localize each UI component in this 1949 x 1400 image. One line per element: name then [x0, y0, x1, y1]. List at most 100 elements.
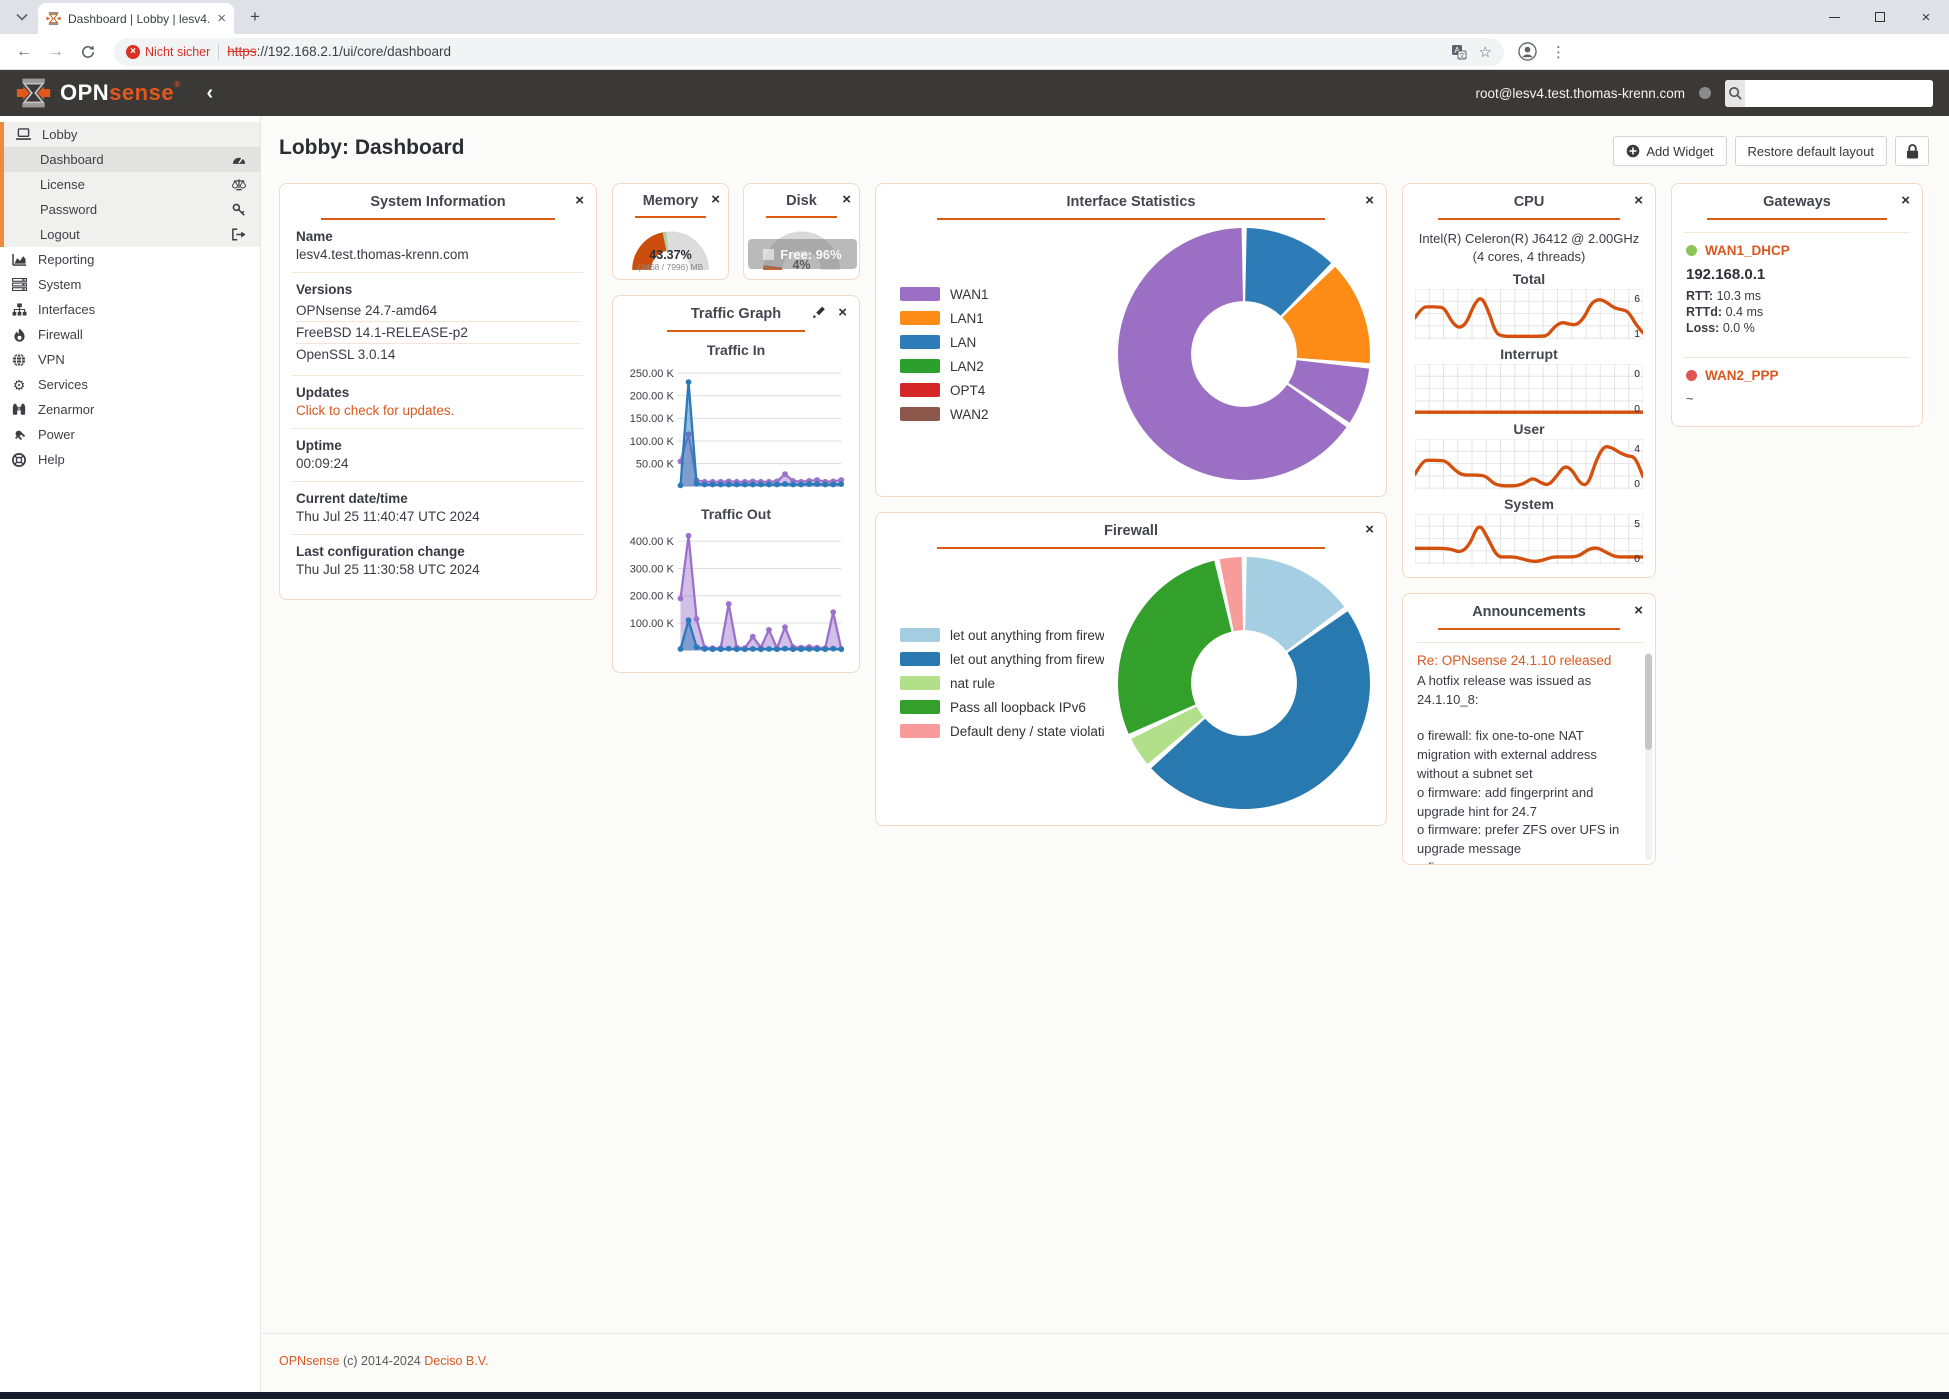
traffic-in-chart: 250.00 K 200.00 K 150.00 K 100.00 K 50.00 K [625, 360, 847, 496]
close-icon[interactable]: × [711, 191, 720, 208]
svg-text:文: 文 [1458, 50, 1465, 59]
widget-memory: Memory × 43.37% (3468 / 7996) MB [612, 183, 729, 281]
browser-addressbar: ← → × Nicht sicher https://192.168.2.1/u… [0, 34, 1949, 70]
sidebar-item-dashboard[interactable]: Dashboard [4, 147, 260, 172]
sidebar-item-vpn[interactable]: VPN [0, 347, 260, 372]
announcement-text: A hotfix release was issued as 24.1.10_8… [1417, 673, 1592, 708]
sidebar-item-power[interactable]: Power [0, 422, 260, 447]
restore-layout-button[interactable]: Restore default layout [1734, 136, 1887, 166]
sidebar-item-interfaces[interactable]: Interfaces [0, 297, 260, 322]
legend-item: WAN2 [900, 407, 1104, 422]
sign-out-icon [232, 228, 246, 241]
close-icon[interactable]: × [1365, 192, 1374, 209]
widget-title: Firewall [1104, 523, 1158, 539]
disk-free-tooltip: Free: 96% [748, 239, 857, 269]
lock-icon [1906, 143, 1918, 158]
sidebar-item-system[interactable]: System [0, 272, 260, 297]
profile-avatar-icon[interactable] [1518, 42, 1537, 61]
svg-text:A: A [1454, 46, 1460, 55]
server-stack-icon [10, 278, 28, 291]
browser-menu-icon[interactable]: ⋮ [1551, 43, 1566, 61]
scrollbar-thumb[interactable] [1645, 654, 1652, 751]
sysinfo-row-name: Name lesv4.test.thomas-krenn.com [292, 220, 584, 273]
area-chart-icon [10, 253, 28, 266]
svg-text:4: 4 [1634, 444, 1640, 455]
sidebar-item-help[interactable]: Help [0, 447, 260, 472]
browser-tab[interactable]: Dashboard | Lobby | lesv4.test.t × [38, 3, 234, 34]
sidebar-item-label: License [40, 177, 85, 192]
sidebar-item-services[interactable]: ⚙ Services [0, 372, 260, 397]
search-input[interactable] [1745, 79, 1933, 107]
url-bar[interactable]: × Nicht sicher https://192.168.2.1/ui/co… [114, 37, 1504, 66]
new-tab-button[interactable]: + [250, 7, 260, 26]
add-widget-button[interactable]: Add Widget [1613, 136, 1727, 166]
memory-detail: (3468 / 7996) MB [637, 262, 704, 273]
sidebar-item-reporting[interactable]: Reporting [0, 247, 260, 272]
tab-close-icon[interactable]: × [217, 10, 226, 27]
widget-cpu: CPU × Intel(R) Celeron(R) J6412 @ 2.00GH… [1402, 183, 1656, 579]
sidebar-item-label: System [38, 277, 82, 292]
legend-item: LAN [900, 335, 1104, 350]
back-button[interactable]: ← [16, 42, 32, 60]
announcement-link[interactable]: Re: OPNsense 24.1.10 released [1417, 653, 1612, 669]
not-secure-badge[interactable]: × Nicht sicher [126, 44, 210, 59]
scrollbar-track[interactable] [1645, 652, 1652, 861]
footer-deciso-link[interactable]: Deciso B.V. [424, 1354, 489, 1368]
legend-item: nat rule [900, 676, 1104, 691]
sidebar-item-label: Interfaces [38, 302, 96, 317]
legend-swatch [900, 359, 940, 373]
close-icon[interactable]: × [842, 191, 851, 208]
gateway-up-dot [1686, 245, 1697, 256]
lock-layout-button[interactable] [1895, 136, 1929, 166]
sidebar-item-zenarmor[interactable]: Zenarmor [0, 397, 260, 422]
fire-icon [10, 328, 28, 342]
globe-icon [10, 352, 28, 367]
check-updates-link[interactable]: Click to check for updates. [296, 403, 455, 418]
global-search[interactable] [1725, 79, 1933, 107]
widget-title: System Information [370, 194, 506, 210]
close-icon[interactable]: × [575, 192, 584, 209]
legend-swatch [900, 700, 940, 714]
widget-firewall: Firewall × let out anything from firewal… [875, 512, 1387, 826]
close-icon[interactable]: × [1634, 602, 1643, 620]
widget-gateways: Gateways × WAN1_DHCP 192.168.0.1 RTT: 10… [1671, 183, 1923, 427]
sidebar-item-label: Dashboard [40, 152, 104, 167]
sidebar-item-password[interactable]: Password [4, 197, 260, 222]
tab-title: Dashboard | Lobby | lesv4.test.t [68, 11, 211, 26]
close-icon[interactable]: × [1365, 521, 1374, 538]
life-ring-icon [10, 452, 28, 467]
widget-interface-statistics: Interface Statistics × WAN1 LAN1 LAN LAN… [875, 183, 1387, 497]
edit-pencil-icon[interactable] [812, 306, 825, 319]
legend-item: let out anything from firewall host its [900, 628, 1104, 643]
close-icon[interactable]: × [1634, 192, 1643, 209]
svg-text:150.00 K: 150.00 K [630, 413, 675, 425]
svg-text:200.00 K: 200.00 K [630, 391, 675, 403]
url-text: https://192.168.2.1/ui/core/dashboard [227, 44, 1442, 59]
close-icon[interactable]: × [1901, 192, 1910, 209]
scales-icon [232, 178, 246, 191]
footer-opnsense-link[interactable]: OPNsense [279, 1354, 340, 1368]
sidebar-item-label: Password [40, 202, 98, 217]
window-minimize-button[interactable] [1811, 0, 1857, 34]
sidebar-item-label: VPN [38, 352, 65, 367]
bookmark-star-icon[interactable]: ☆ [1478, 43, 1492, 61]
opnsense-logo[interactable]: OPNsense® [16, 77, 180, 109]
sidebar-item-lobby[interactable]: Lobby [4, 122, 260, 147]
app-header: OPNsense® ‹ root@lesv4.test.thomas-krenn… [0, 70, 1949, 116]
interface-donut-chart [1118, 228, 1370, 480]
close-icon[interactable]: × [838, 304, 847, 322]
widget-traffic-graph: Traffic Graph × Traffic In 250.00 K 200.0… [612, 295, 860, 673]
sidebar-item-firewall[interactable]: Firewall [0, 322, 260, 347]
window-close-button[interactable]: × [1921, 8, 1931, 26]
window-maximize-button[interactable] [1857, 0, 1903, 34]
reload-button[interactable] [74, 38, 102, 66]
tab-search-chevron-icon[interactable] [8, 3, 36, 31]
sidebar-item-logout[interactable]: Logout [4, 222, 260, 247]
widget-title: Disk [786, 193, 817, 209]
forward-button[interactable]: → [48, 42, 64, 60]
sidebar-collapse-icon[interactable]: ‹ [206, 81, 214, 104]
sidebar-item-label: Lobby [42, 127, 78, 142]
sidebar-item-license[interactable]: License [4, 172, 260, 197]
